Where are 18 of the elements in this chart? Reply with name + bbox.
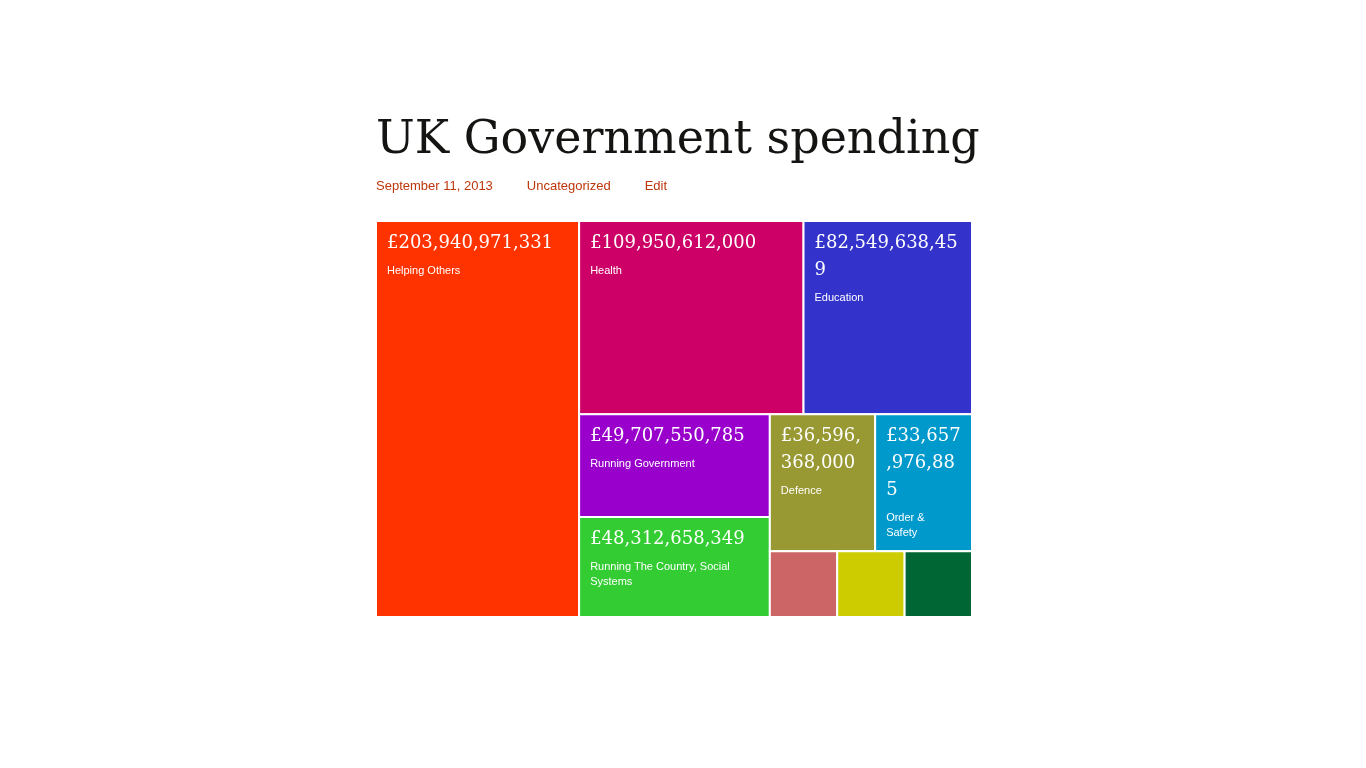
data-label: £36,596,368,000 bbox=[780, 424, 861, 473]
data-label: £48,312,658,349 bbox=[590, 527, 745, 549]
category-label: Defence bbox=[780, 484, 822, 497]
text: UK Government spending bbox=[376, 110, 980, 164]
data-label: £49,707,550,785 bbox=[590, 424, 745, 446]
text: September 11, 2013 bbox=[376, 178, 493, 193]
data-label: £109,950,612,000 bbox=[590, 231, 757, 252]
data-label: £203,940,971,331 bbox=[387, 231, 554, 252]
category-label: Helping Others bbox=[387, 264, 461, 276]
data-label: £33,657,976,885 bbox=[886, 424, 961, 500]
category-label: Health bbox=[590, 264, 622, 276]
category-label: Running Government bbox=[590, 457, 695, 470]
text: Edit bbox=[644, 178, 668, 193]
text: Uncategorized bbox=[526, 178, 611, 193]
category-label: Running The Country, Social Systems bbox=[590, 560, 730, 588]
category-label: Education bbox=[814, 291, 864, 303]
data-label: £82,549,638,459 bbox=[814, 231, 958, 279]
category-label: Order & Safety bbox=[886, 511, 926, 539]
